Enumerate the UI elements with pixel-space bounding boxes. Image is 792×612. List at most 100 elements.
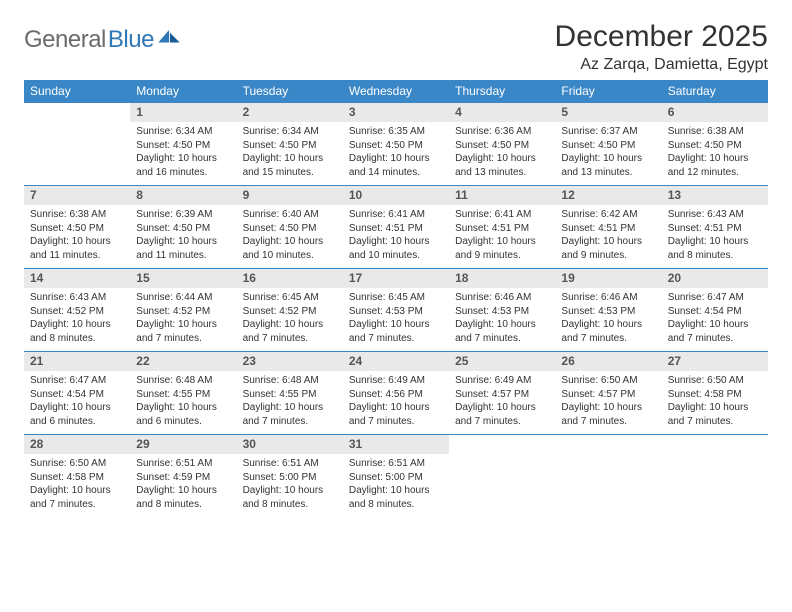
day-cell: 31Sunrise: 6:51 AMSunset: 5:00 PMDayligh… (343, 435, 449, 518)
day-cell: 5Sunrise: 6:37 AMSunset: 4:50 PMDaylight… (555, 103, 661, 186)
daylight-text: Daylight: 10 hours and 16 minutes. (136, 152, 230, 179)
day-cell: 22Sunrise: 6:48 AMSunset: 4:55 PMDayligh… (130, 352, 236, 435)
day-number: 25 (449, 352, 555, 371)
day-cell: 15Sunrise: 6:44 AMSunset: 4:52 PMDayligh… (130, 269, 236, 352)
day-cell: 21Sunrise: 6:47 AMSunset: 4:54 PMDayligh… (24, 352, 130, 435)
daylight-text: Daylight: 10 hours and 8 minutes. (30, 318, 124, 345)
sunset-text: Sunset: 4:51 PM (455, 222, 549, 236)
brand-name-2: Blue (108, 26, 154, 54)
sunrise-text: Sunrise: 6:51 AM (136, 457, 230, 471)
day-details: Sunrise: 6:43 AMSunset: 4:51 PMDaylight:… (662, 205, 768, 268)
sunrise-text: Sunrise: 6:49 AM (455, 374, 549, 388)
week-row: 28Sunrise: 6:50 AMSunset: 4:58 PMDayligh… (24, 435, 768, 518)
daylight-text: Daylight: 10 hours and 7 minutes. (349, 401, 443, 428)
sunset-text: Sunset: 5:00 PM (243, 471, 337, 485)
week-row: 21Sunrise: 6:47 AMSunset: 4:54 PMDayligh… (24, 352, 768, 435)
day-number: 21 (24, 352, 130, 371)
day-number: 12 (555, 186, 661, 205)
day-cell: 23Sunrise: 6:48 AMSunset: 4:55 PMDayligh… (237, 352, 343, 435)
day-details (555, 440, 661, 494)
sunset-text: Sunset: 4:53 PM (561, 305, 655, 319)
sunrise-text: Sunrise: 6:49 AM (349, 374, 443, 388)
day-number: 26 (555, 352, 661, 371)
day-cell (449, 435, 555, 518)
daylight-text: Daylight: 10 hours and 7 minutes. (668, 318, 762, 345)
week-row: 1Sunrise: 6:34 AMSunset: 4:50 PMDaylight… (24, 103, 768, 186)
day-number: 22 (130, 352, 236, 371)
daylight-text: Daylight: 10 hours and 11 minutes. (136, 235, 230, 262)
day-cell: 27Sunrise: 6:50 AMSunset: 4:58 PMDayligh… (662, 352, 768, 435)
day-cell: 2Sunrise: 6:34 AMSunset: 4:50 PMDaylight… (237, 103, 343, 186)
daylight-text: Daylight: 10 hours and 7 minutes. (561, 318, 655, 345)
day-cell: 10Sunrise: 6:41 AMSunset: 4:51 PMDayligh… (343, 186, 449, 269)
weekday-header: Saturday (662, 80, 768, 103)
day-details: Sunrise: 6:51 AMSunset: 5:00 PMDaylight:… (343, 454, 449, 517)
day-details: Sunrise: 6:45 AMSunset: 4:52 PMDaylight:… (237, 288, 343, 351)
day-cell (662, 435, 768, 518)
sunset-text: Sunset: 4:50 PM (455, 139, 549, 153)
day-number: 10 (343, 186, 449, 205)
day-cell: 1Sunrise: 6:34 AMSunset: 4:50 PMDaylight… (130, 103, 236, 186)
day-details (24, 108, 130, 162)
sunset-text: Sunset: 4:53 PM (349, 305, 443, 319)
sunset-text: Sunset: 4:53 PM (455, 305, 549, 319)
sunset-text: Sunset: 4:52 PM (30, 305, 124, 319)
daylight-text: Daylight: 10 hours and 8 minutes. (243, 484, 337, 511)
day-details: Sunrise: 6:39 AMSunset: 4:50 PMDaylight:… (130, 205, 236, 268)
day-details: Sunrise: 6:44 AMSunset: 4:52 PMDaylight:… (130, 288, 236, 351)
daylight-text: Daylight: 10 hours and 6 minutes. (136, 401, 230, 428)
day-details: Sunrise: 6:42 AMSunset: 4:51 PMDaylight:… (555, 205, 661, 268)
sunset-text: Sunset: 4:50 PM (668, 139, 762, 153)
sunrise-text: Sunrise: 6:36 AM (455, 125, 549, 139)
day-number: 11 (449, 186, 555, 205)
daylight-text: Daylight: 10 hours and 13 minutes. (455, 152, 549, 179)
day-number: 1 (130, 103, 236, 122)
day-details: Sunrise: 6:38 AMSunset: 4:50 PMDaylight:… (662, 122, 768, 185)
daylight-text: Daylight: 10 hours and 8 minutes. (668, 235, 762, 262)
weekday-header: Tuesday (237, 80, 343, 103)
day-details: Sunrise: 6:51 AMSunset: 5:00 PMDaylight:… (237, 454, 343, 517)
day-number: 31 (343, 435, 449, 454)
sunrise-text: Sunrise: 6:35 AM (349, 125, 443, 139)
day-details: Sunrise: 6:35 AMSunset: 4:50 PMDaylight:… (343, 122, 449, 185)
day-details: Sunrise: 6:50 AMSunset: 4:58 PMDaylight:… (24, 454, 130, 517)
day-number: 29 (130, 435, 236, 454)
daylight-text: Daylight: 10 hours and 12 minutes. (668, 152, 762, 179)
day-details: Sunrise: 6:48 AMSunset: 4:55 PMDaylight:… (130, 371, 236, 434)
sunrise-text: Sunrise: 6:44 AM (136, 291, 230, 305)
day-number: 9 (237, 186, 343, 205)
sunrise-text: Sunrise: 6:38 AM (30, 208, 124, 222)
day-number: 13 (662, 186, 768, 205)
day-number: 6 (662, 103, 768, 122)
sunrise-text: Sunrise: 6:48 AM (243, 374, 337, 388)
day-number: 18 (449, 269, 555, 288)
daylight-text: Daylight: 10 hours and 9 minutes. (561, 235, 655, 262)
day-details: Sunrise: 6:50 AMSunset: 4:58 PMDaylight:… (662, 371, 768, 434)
weekday-header: Sunday (24, 80, 130, 103)
day-details: Sunrise: 6:49 AMSunset: 4:57 PMDaylight:… (449, 371, 555, 434)
day-cell (555, 435, 661, 518)
day-details: Sunrise: 6:49 AMSunset: 4:56 PMDaylight:… (343, 371, 449, 434)
day-cell: 17Sunrise: 6:45 AMSunset: 4:53 PMDayligh… (343, 269, 449, 352)
daylight-text: Daylight: 10 hours and 7 minutes. (243, 318, 337, 345)
sunset-text: Sunset: 4:54 PM (668, 305, 762, 319)
day-details: Sunrise: 6:34 AMSunset: 4:50 PMDaylight:… (130, 122, 236, 185)
sunrise-text: Sunrise: 6:47 AM (30, 374, 124, 388)
day-cell: 26Sunrise: 6:50 AMSunset: 4:57 PMDayligh… (555, 352, 661, 435)
location-label: Az Zarqa, Damietta, Egypt (555, 56, 768, 74)
day-cell: 4Sunrise: 6:36 AMSunset: 4:50 PMDaylight… (449, 103, 555, 186)
day-details: Sunrise: 6:34 AMSunset: 4:50 PMDaylight:… (237, 122, 343, 185)
day-details: Sunrise: 6:41 AMSunset: 4:51 PMDaylight:… (343, 205, 449, 268)
daylight-text: Daylight: 10 hours and 7 minutes. (668, 401, 762, 428)
day-cell: 7Sunrise: 6:38 AMSunset: 4:50 PMDaylight… (24, 186, 130, 269)
day-number: 15 (130, 269, 236, 288)
day-number: 30 (237, 435, 343, 454)
brand-logo: GeneralBlue (24, 26, 180, 54)
brand-name-1: General (24, 26, 106, 54)
day-number: 16 (237, 269, 343, 288)
day-cell: 24Sunrise: 6:49 AMSunset: 4:56 PMDayligh… (343, 352, 449, 435)
sunrise-text: Sunrise: 6:39 AM (136, 208, 230, 222)
daylight-text: Daylight: 10 hours and 10 minutes. (349, 235, 443, 262)
daylight-text: Daylight: 10 hours and 7 minutes. (136, 318, 230, 345)
daylight-text: Daylight: 10 hours and 11 minutes. (30, 235, 124, 262)
